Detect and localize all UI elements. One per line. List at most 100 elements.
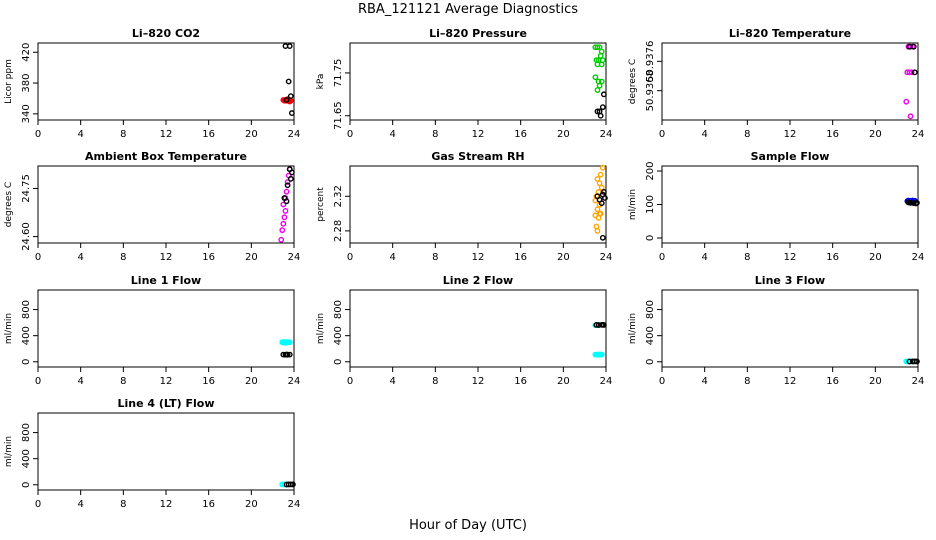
data-point (600, 91, 607, 98)
y-axis-label: ml/min (4, 313, 14, 344)
panel-6: Sample Flow 0 4 8 12 16 20 24 0 100 200 ml/min (628, 150, 924, 263)
panel-title: Line 4 (LT) Flow (118, 397, 215, 410)
x-tick-label: 20 (557, 376, 570, 387)
y-axis-label: ml/min (316, 313, 326, 344)
data-point (280, 201, 287, 208)
series-magenta (278, 166, 293, 243)
x-tick-label: 0 (35, 499, 41, 510)
data-point (903, 98, 910, 105)
x-tick-label: 24 (600, 129, 613, 140)
data-point (598, 78, 605, 85)
x-tick-label: 12 (160, 252, 173, 263)
plot-frame (37, 165, 295, 244)
series-black (906, 43, 918, 76)
data-point (283, 188, 290, 195)
data-point (284, 179, 291, 185)
data-point (910, 43, 917, 50)
x-tick-label: 24 (600, 252, 613, 263)
plot-frame (349, 289, 607, 368)
data-point (594, 227, 601, 234)
data-point (281, 214, 288, 221)
figure-title: RBA_121121 Average Diagnostics (357, 2, 579, 17)
x-tick-label: 20 (245, 499, 258, 510)
x-tick-label: 8 (432, 129, 438, 140)
x-tick-label: 0 (35, 129, 41, 140)
series-black (905, 199, 920, 207)
series-black (282, 43, 295, 116)
data-point (598, 351, 605, 358)
x-tick-label: 0 (659, 129, 665, 140)
x-tick-label: 12 (784, 376, 797, 387)
data-point (596, 210, 603, 217)
panel-2: Li–820 Pressure 0 4 8 12 16 20 24 71.65 71.75 kPa (316, 27, 612, 140)
data-point (599, 164, 606, 171)
y-tick-label: 71.75 (333, 59, 344, 88)
x-tick-label: 16 (826, 129, 839, 140)
x-tick-label: 4 (701, 376, 707, 387)
plot-frame (37, 412, 295, 491)
panel-5: Gas Stream RH 0 4 8 12 16 20 24 2.28 2.32 percent (316, 150, 612, 263)
y-axis-label: ml/min (628, 313, 638, 344)
y-tick-label: 800 (645, 300, 656, 319)
data-point (596, 180, 603, 187)
x-tick-label: 4 (77, 252, 83, 263)
x-tick-label: 16 (202, 129, 215, 140)
y-tick-label: 0 (645, 235, 656, 241)
data-point (594, 44, 601, 51)
x-tick-label: 12 (784, 252, 797, 263)
data-point (287, 175, 294, 182)
x-tick-label: 20 (245, 252, 258, 263)
x-tick-label: 24 (912, 252, 925, 263)
data-point (594, 87, 601, 93)
x-tick-label: 8 (120, 376, 126, 387)
x-tick-label: 24 (288, 129, 301, 140)
x-tick-label: 0 (347, 376, 353, 387)
data-point (908, 69, 915, 76)
x-tick-label: 8 (432, 252, 438, 263)
data-point (911, 358, 918, 365)
x-tick-label: 12 (784, 129, 797, 140)
plot-frame (37, 289, 295, 368)
y-tick-label: 24.60 (21, 222, 32, 251)
y-tick-label: 2.32 (333, 185, 344, 207)
data-point (283, 97, 290, 103)
x-tick-label: 24 (288, 376, 301, 387)
x-tick-label: 24 (288, 499, 301, 510)
x-tick-label: 24 (912, 129, 925, 140)
data-point (906, 358, 913, 365)
y-tick-label: 50.9376 (645, 41, 656, 82)
plot-frame (349, 165, 607, 244)
series-black (280, 351, 293, 358)
panel-1: Li–820 CO2 0 4 8 12 16 20 24 340 380 420 Licor ppm (4, 27, 300, 140)
x-tick-label: 4 (77, 499, 83, 510)
data-point (596, 44, 603, 51)
x-tick-label: 8 (432, 376, 438, 387)
x-tick-label: 12 (160, 129, 173, 140)
data-point (598, 61, 605, 68)
y-tick-label: 400 (333, 326, 344, 345)
panel-4: Ambient Box Temperature 0 4 8 12 16 20 24 24.60 2… (4, 150, 300, 263)
x-tick-label: 20 (869, 252, 882, 263)
series-black (283, 481, 296, 488)
series-black (594, 189, 608, 241)
y-tick-label: 400 (645, 326, 656, 345)
data-point (280, 220, 287, 227)
y-tick-label: 24.75 (21, 174, 32, 203)
x-tick-label: 20 (557, 252, 570, 263)
y-tick-label: 800 (333, 300, 344, 319)
x-tick-label: 4 (77, 129, 83, 140)
y-axis-label: percent (316, 187, 326, 222)
data-point (597, 52, 604, 59)
data-point (598, 184, 605, 191)
x-tick-label: 0 (659, 252, 665, 263)
x-axis-title: Hour of Day (UTC) (409, 518, 527, 533)
series-magenta (903, 43, 916, 120)
y-tick-label: 0 (333, 359, 344, 365)
data-point (596, 108, 603, 115)
x-tick-label: 16 (826, 376, 839, 387)
plot-frame (661, 289, 919, 368)
data-point (282, 208, 289, 214)
x-tick-label: 12 (160, 376, 173, 387)
series-black (593, 321, 607, 328)
data-point (596, 82, 603, 89)
